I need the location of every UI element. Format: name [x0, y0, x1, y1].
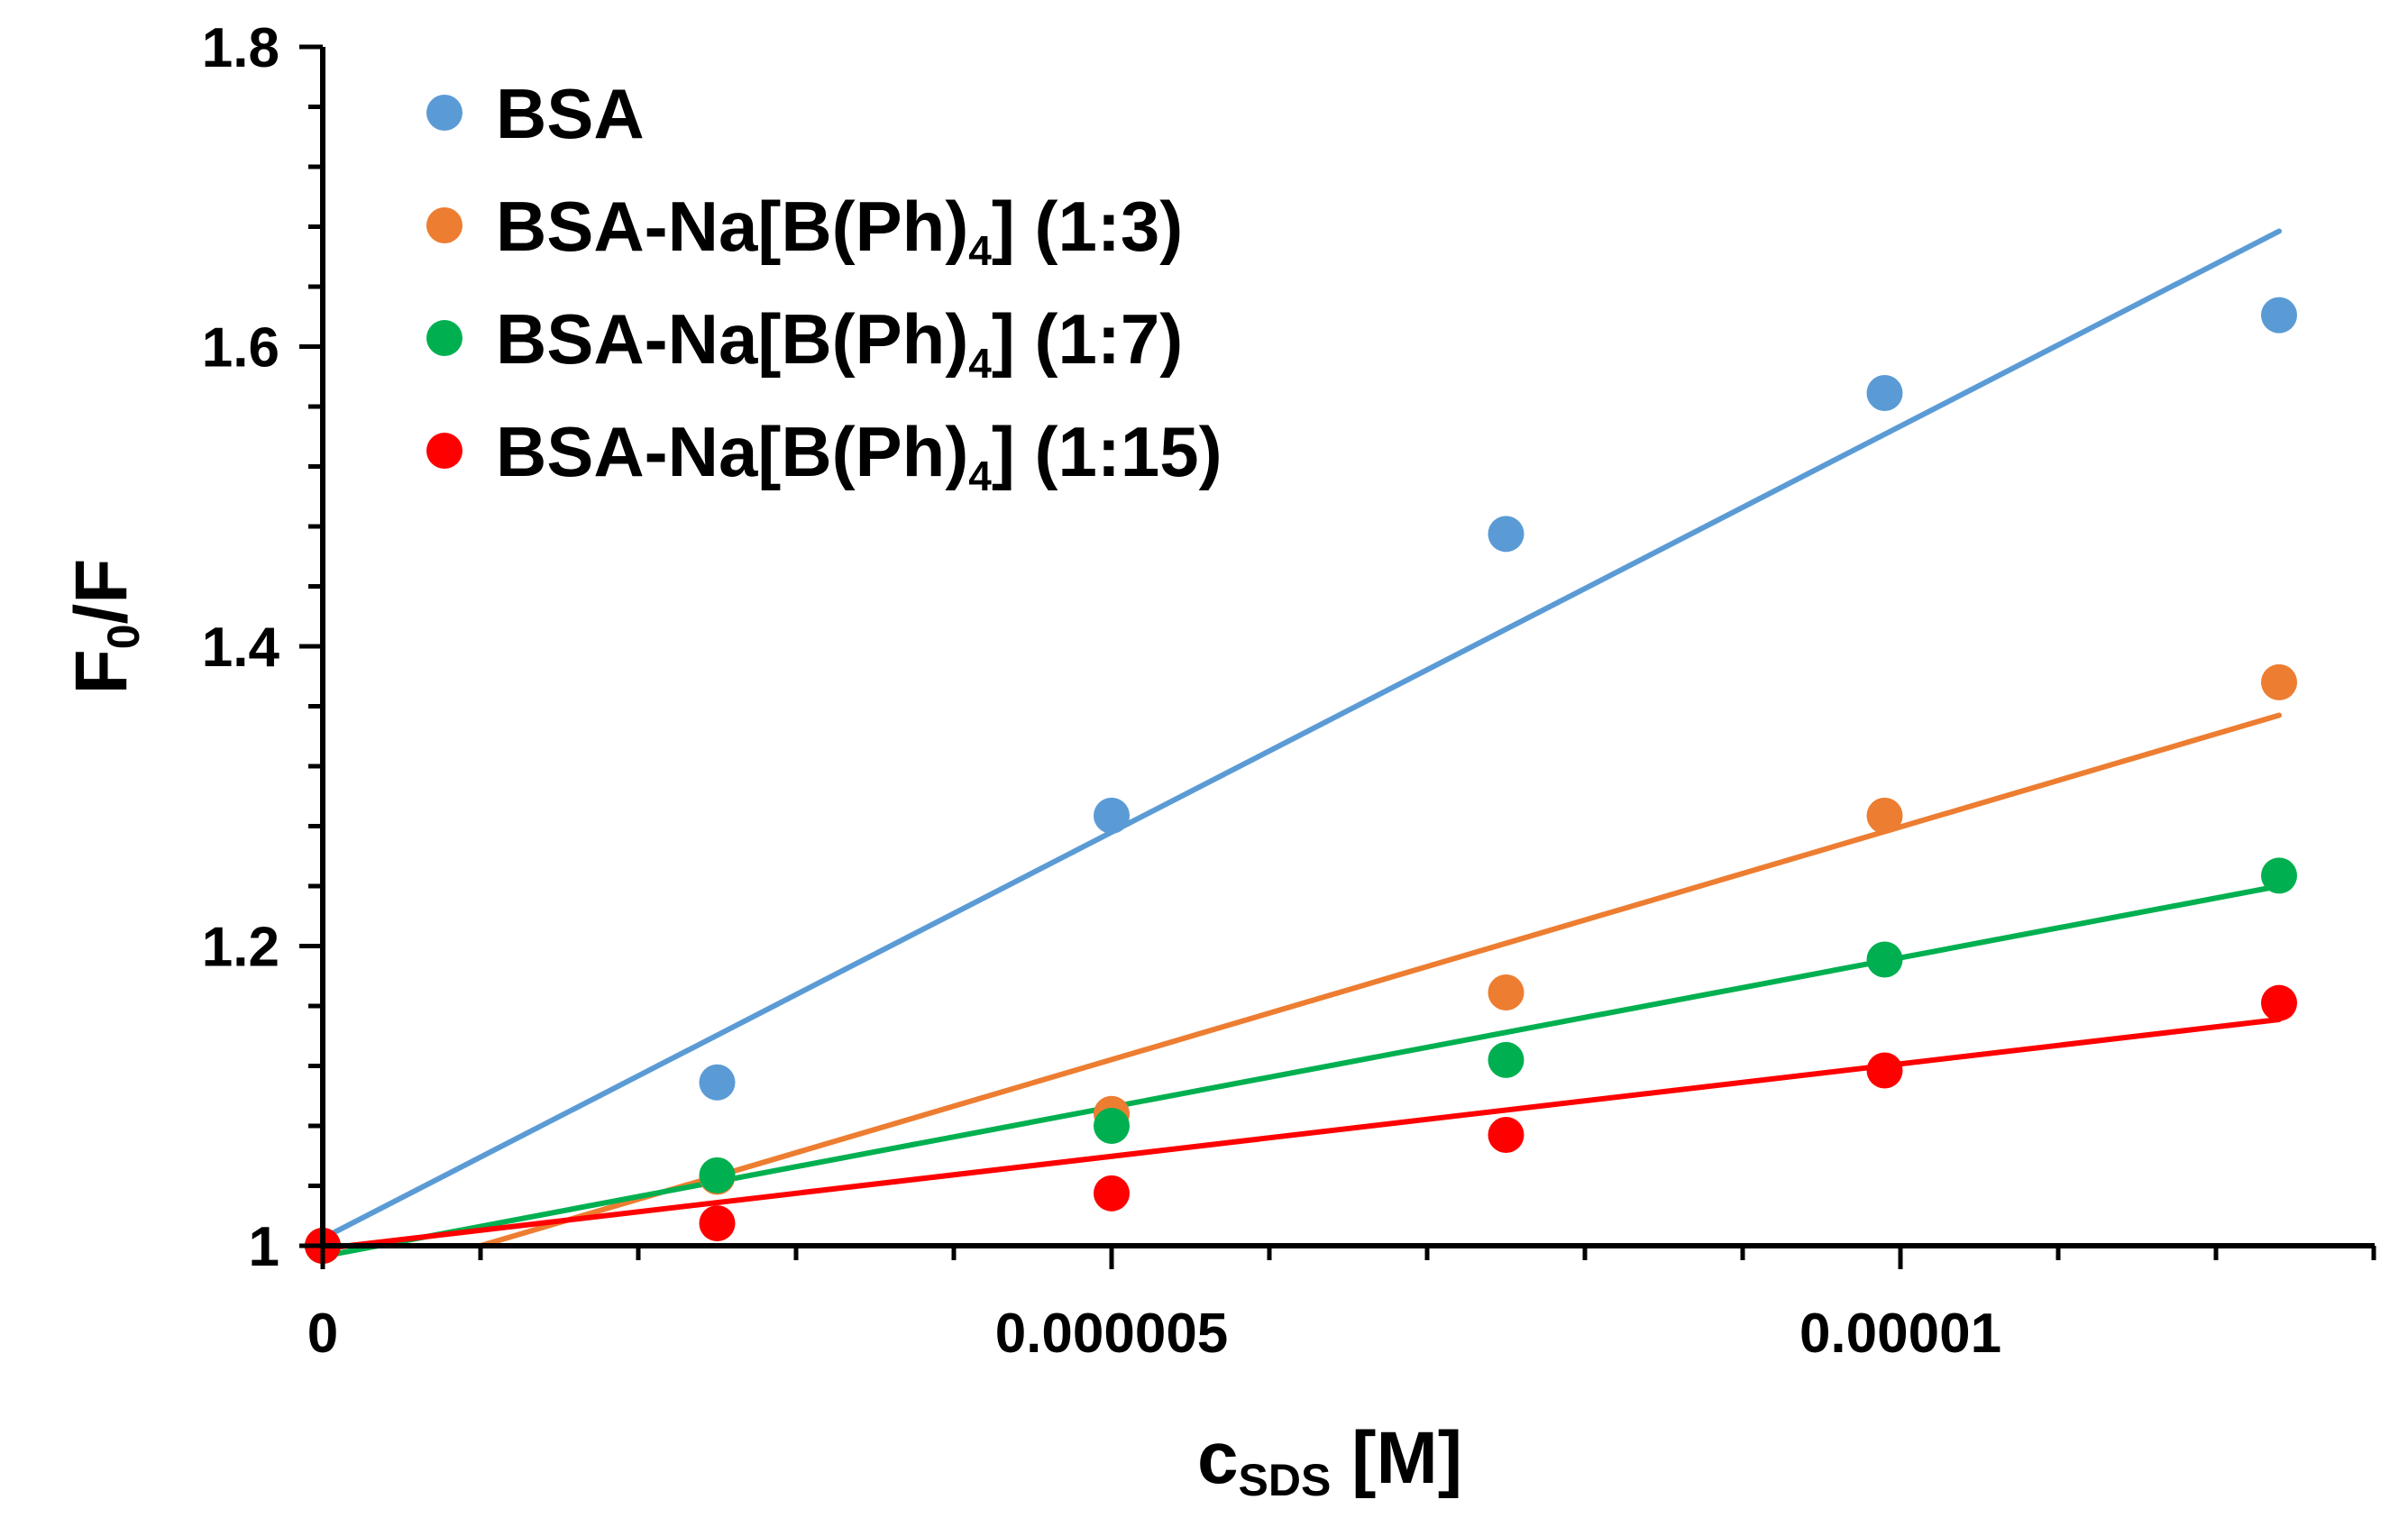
y-tick-label: 1.2	[202, 917, 279, 979]
legend-label-main: BSA-Na[B(Ph)	[496, 187, 968, 266]
y-ticks	[299, 44, 323, 1248]
fit-lines	[320, 228, 2282, 1259]
legend-label-sub: 4	[968, 453, 992, 499]
legend-label-main: BSA-Na[B(Ph)	[496, 299, 968, 379]
y-tick-labels: 1 1.2 1.4 1.6 1.8	[202, 17, 280, 1278]
legend-label-tail: ] (1:15)	[992, 412, 1222, 491]
data-point	[699, 1205, 736, 1242]
data-point	[1094, 1175, 1130, 1212]
x-tick-label: 0.00001	[1799, 1303, 2001, 1365]
legend-marker	[426, 95, 462, 131]
data-point	[1488, 1041, 1524, 1078]
x-tick-label: 0	[307, 1303, 338, 1365]
x-axis-title-sub: SDS	[1239, 1455, 1332, 1505]
x-tick-label: 0.000005	[995, 1303, 1229, 1365]
data-point	[1866, 941, 1903, 978]
fit-line	[320, 228, 2282, 1241]
legend-label-tail: ] (1:7)	[992, 299, 1183, 379]
data-point	[1866, 797, 1903, 834]
data-point	[2261, 984, 2297, 1021]
data-points	[305, 297, 2297, 1264]
data-point	[2261, 663, 2297, 700]
data-point	[1488, 1116, 1524, 1153]
legend-marker	[426, 433, 462, 469]
data-point	[699, 1157, 736, 1193]
y-axis-title: F0/F	[60, 559, 149, 695]
fit-line	[320, 1016, 2282, 1252]
data-point	[1488, 974, 1524, 1011]
legend-label-main: BSA	[496, 74, 645, 153]
fit-line	[478, 712, 2282, 1248]
legend-label-main: BSA-Na[B(Ph)	[496, 412, 968, 491]
y-axis-title-tail: /F	[60, 559, 142, 625]
legend-marker	[426, 320, 462, 356]
x-ticks	[320, 1246, 2376, 1269]
y-tick-label: 1.8	[202, 17, 279, 79]
y-axis-title-group: F0/F	[60, 559, 149, 695]
x-axis-title: cSDS [M]	[1197, 1417, 1462, 1505]
y-tick-label: 1.4	[202, 617, 280, 679]
data-point	[2261, 297, 2297, 334]
data-point	[1866, 375, 1903, 412]
x-tick-labels: 0 0.000005 0.00001	[307, 1303, 2001, 1365]
data-point	[1094, 1108, 1130, 1144]
legend-label: BSA-Na[B(Ph)4] (1:3)	[496, 187, 1183, 274]
x-axis-title-main: c	[1197, 1417, 1239, 1499]
x-axis-title-tail: [M]	[1331, 1417, 1462, 1499]
legend-label: BSA-Na[B(Ph)4] (1:15)	[496, 412, 1222, 499]
y-axis-title-sub: 0	[98, 624, 149, 649]
y-tick-label: 1	[249, 1216, 279, 1278]
fit-line	[320, 883, 2282, 1259]
data-point	[2261, 857, 2297, 894]
data-point	[699, 1064, 736, 1101]
legend-label: BSA	[496, 74, 645, 153]
y-axis-title-main: F	[60, 649, 142, 694]
legend-label-tail: ] (1:3)	[992, 187, 1183, 266]
data-point	[1866, 1052, 1903, 1089]
y-tick-label: 1.6	[202, 317, 279, 380]
data-point	[1488, 516, 1524, 553]
legend-label-sub: 4	[968, 340, 992, 387]
axes	[299, 44, 2376, 1269]
legend-label-sub: 4	[968, 227, 992, 274]
legend-marker	[426, 207, 462, 243]
legend-label: BSA-Na[B(Ph)4] (1:7)	[496, 299, 1183, 387]
data-point	[1094, 797, 1130, 834]
